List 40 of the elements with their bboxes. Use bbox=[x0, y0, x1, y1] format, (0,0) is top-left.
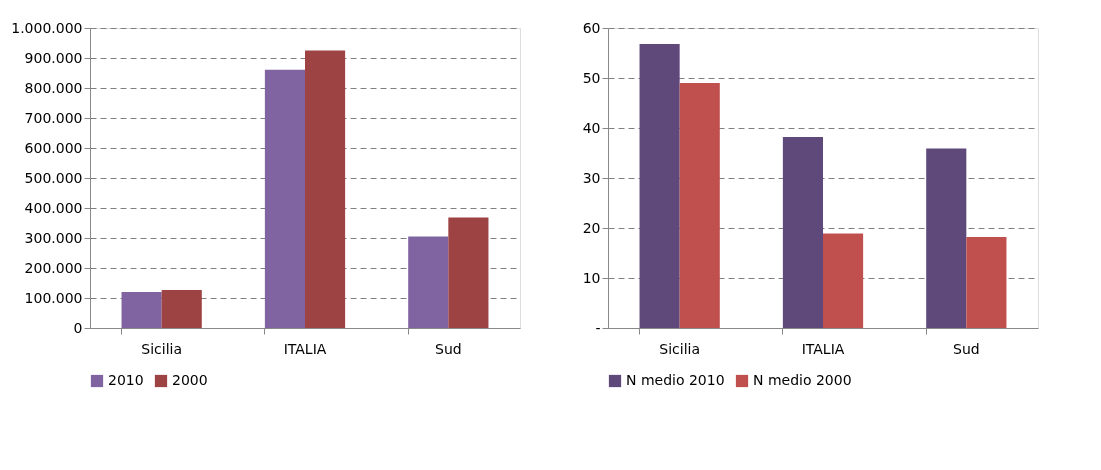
y-tick-label: 700.000 bbox=[24, 109, 83, 126]
bar bbox=[121, 292, 162, 328]
y-tick-label: 1.000.000 bbox=[11, 19, 83, 36]
y-tick-label: 500.000 bbox=[24, 169, 83, 186]
legend-label: N medio 2010 bbox=[626, 372, 725, 388]
y-tick-label: 60 bbox=[582, 19, 601, 36]
bar bbox=[264, 69, 305, 328]
x-tick-label: Sicilia bbox=[141, 340, 183, 357]
x-tick-label: Sicilia bbox=[659, 340, 701, 357]
bar bbox=[408, 236, 449, 328]
y-tick-label: 30 bbox=[582, 169, 601, 186]
bar bbox=[161, 289, 202, 328]
y-tick-label: 0 bbox=[73, 319, 83, 336]
legend-label: 2000 bbox=[172, 372, 208, 388]
y-tick-label: - bbox=[595, 319, 601, 336]
y-tick-label: 300.000 bbox=[24, 229, 83, 246]
y-tick-label: 20 bbox=[582, 219, 601, 236]
y-tick-label: 10 bbox=[582, 269, 601, 286]
bar bbox=[448, 217, 489, 328]
y-tick-label: 50 bbox=[582, 69, 601, 86]
y-tick-label: 800.000 bbox=[24, 79, 83, 96]
x-tick-label: ITALIA bbox=[283, 340, 327, 357]
x-tick-label: Sud bbox=[953, 340, 980, 357]
x-tick-label: ITALIA bbox=[801, 340, 845, 357]
y-tick-label: 100.000 bbox=[24, 289, 83, 306]
bar bbox=[639, 44, 680, 328]
y-tick-label: 900.000 bbox=[24, 49, 83, 66]
bar bbox=[782, 137, 823, 328]
legend-label: 2010 bbox=[108, 372, 144, 388]
x-tick-label: Sud bbox=[435, 340, 462, 357]
legend-label: N medio 2000 bbox=[753, 372, 852, 388]
y-tick-label: 200.000 bbox=[24, 259, 83, 276]
bar bbox=[679, 83, 720, 328]
bar bbox=[305, 50, 346, 328]
bar bbox=[966, 237, 1007, 328]
bar bbox=[926, 148, 967, 328]
bar bbox=[823, 233, 864, 328]
y-tick-label: 400.000 bbox=[24, 199, 83, 216]
y-tick-label: 40 bbox=[582, 119, 601, 136]
y-tick-label: 600.000 bbox=[24, 139, 83, 156]
